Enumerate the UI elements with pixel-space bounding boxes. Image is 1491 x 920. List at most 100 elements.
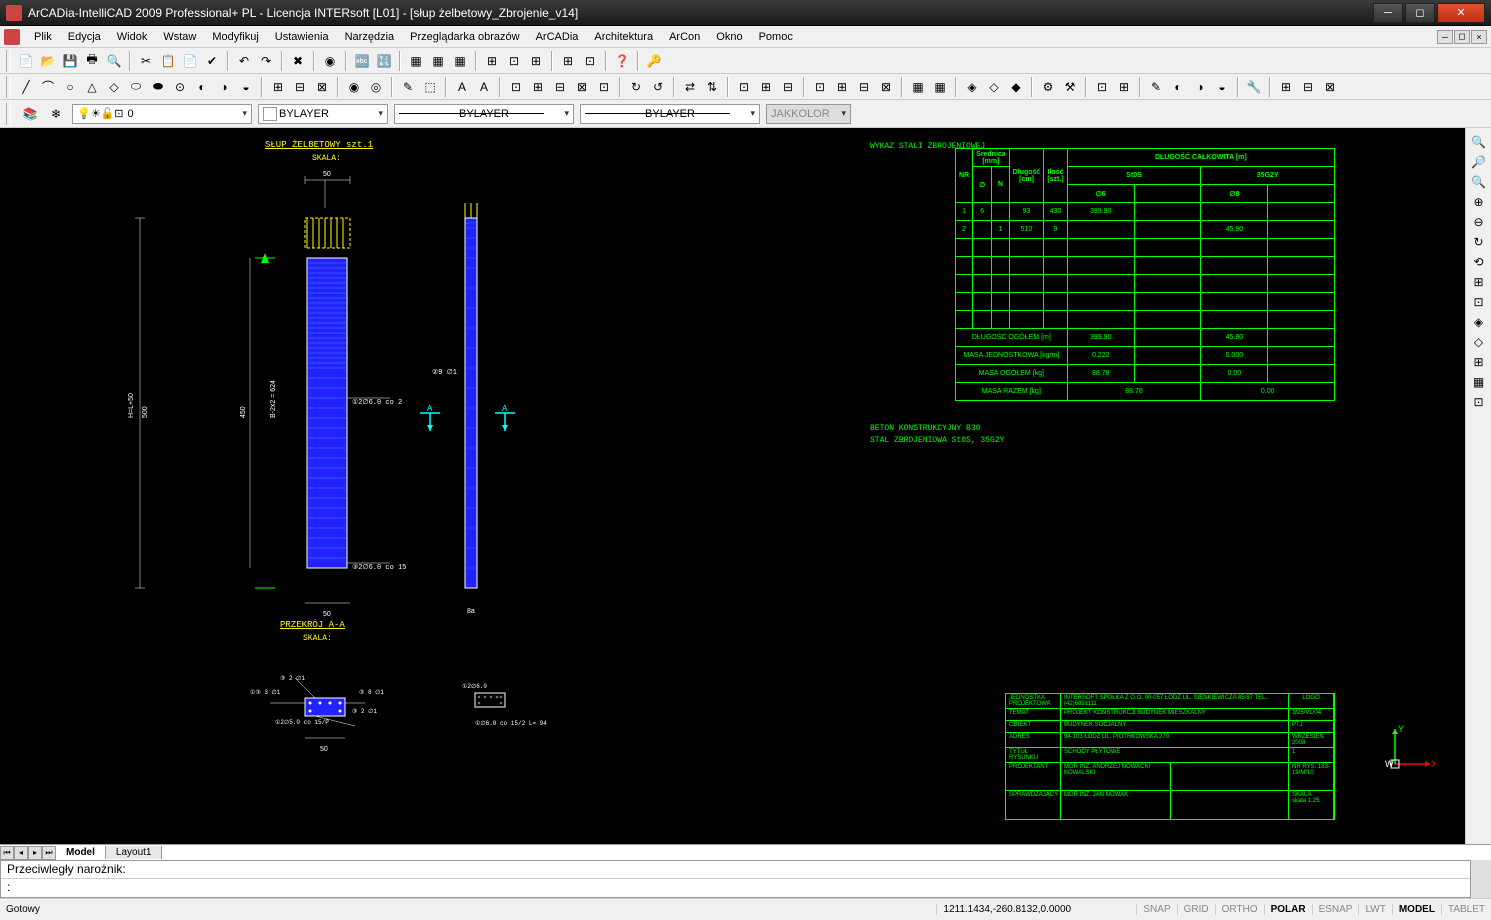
- menu-edycja[interactable]: Edycja: [60, 29, 109, 45]
- right-tb-btn-10[interactable]: ◇: [1469, 332, 1489, 352]
- toolbar-draw-btn-49[interactable]: ◈: [962, 77, 982, 97]
- menu-modyfikuj[interactable]: Modyfikuj: [204, 29, 266, 45]
- toolbar-draw-btn-1[interactable]: ⌒: [38, 77, 58, 97]
- right-tb-btn-11[interactable]: ⊞: [1469, 352, 1489, 372]
- toolbar-std-btn-21[interactable]: ▦: [406, 51, 426, 71]
- toolbar-draw-btn-60[interactable]: ◐: [1168, 77, 1188, 97]
- drawing-canvas[interactable]: SŁUP ŻELBETOWY szt.1 SKALA: 50: [0, 128, 1465, 844]
- toolbar-draw-btn-57[interactable]: ⊞: [1114, 77, 1134, 97]
- toolbar-std-btn-19[interactable]: 🔣: [374, 51, 394, 71]
- status-toggle-model[interactable]: MODEL: [1392, 904, 1441, 915]
- toolbar-draw-btn-3[interactable]: △: [82, 77, 102, 97]
- right-tb-btn-3[interactable]: ⊕: [1469, 192, 1489, 212]
- toolbar-std-btn-32[interactable]: ❓: [612, 51, 632, 71]
- tab-next[interactable]: ▸: [28, 846, 42, 860]
- tab-last[interactable]: ⏭: [42, 846, 56, 860]
- menu-pomoc[interactable]: Pomoc: [751, 29, 801, 45]
- menu-ustawienia[interactable]: Ustawienia: [267, 29, 337, 45]
- right-tb-btn-7[interactable]: ⊞: [1469, 272, 1489, 292]
- toolbar-draw-btn-29[interactable]: ⊡: [594, 77, 614, 97]
- toolbar-draw-btn-67[interactable]: ⊟: [1298, 77, 1318, 97]
- toolbar-draw-btn-32[interactable]: ↺: [648, 77, 668, 97]
- toolbar-std-btn-0[interactable]: 📄: [16, 51, 36, 71]
- toolbar-draw-btn-64[interactable]: 🔧: [1244, 77, 1264, 97]
- toolbar-draw-btn-59[interactable]: ✎: [1146, 77, 1166, 97]
- right-tb-btn-2[interactable]: 🔍: [1469, 172, 1489, 192]
- status-toggle-esnap[interactable]: ESNAP: [1312, 904, 1359, 915]
- right-tb-btn-12[interactable]: ▦: [1469, 372, 1489, 392]
- toolbar-std-btn-6[interactable]: ✂: [136, 51, 156, 71]
- toolbar-std-btn-9[interactable]: ✔: [202, 51, 222, 71]
- toolbar-draw-btn-6[interactable]: ⬬: [148, 77, 168, 97]
- toolbar-std-btn-4[interactable]: 🔍: [104, 51, 124, 71]
- toolbar-draw-btn-47[interactable]: ▦: [930, 77, 950, 97]
- color-dropdown[interactable]: BYLAYER: [258, 104, 388, 124]
- toolbar-draw-btn-66[interactable]: ⊞: [1276, 77, 1296, 97]
- toolbar-std-btn-22[interactable]: ▦: [428, 51, 448, 71]
- toolbar-draw-btn-54[interactable]: ⚒: [1060, 77, 1080, 97]
- minimize-button[interactable]: ─: [1373, 3, 1403, 23]
- toolbar-draw-btn-56[interactable]: ⊡: [1092, 77, 1112, 97]
- menu-wstaw[interactable]: Wstaw: [155, 29, 204, 45]
- toolbar-std-btn-25[interactable]: ⊞: [482, 51, 502, 71]
- tab-first[interactable]: ⏮: [0, 846, 14, 860]
- right-tb-btn-9[interactable]: ◈: [1469, 312, 1489, 332]
- status-toggle-snap[interactable]: SNAP: [1136, 904, 1176, 915]
- toolbar-draw-btn-13[interactable]: ⊟: [290, 77, 310, 97]
- mdi-minimize[interactable]: ─: [1437, 30, 1453, 44]
- toolbar-draw-btn-4[interactable]: ◇: [104, 77, 124, 97]
- right-tb-btn-1[interactable]: 🔎: [1469, 152, 1489, 172]
- toolbar-std-btn-18[interactable]: 🔤: [352, 51, 372, 71]
- toolbar-draw-btn-68[interactable]: ⊠: [1320, 77, 1340, 97]
- menu-okno[interactable]: Okno: [708, 29, 750, 45]
- toolbar-std-btn-12[interactable]: ↷: [256, 51, 276, 71]
- toolbar-draw-btn-9[interactable]: ◑: [214, 77, 234, 97]
- toolbar-std-btn-2[interactable]: 💾: [60, 51, 80, 71]
- right-tb-btn-5[interactable]: ↻: [1469, 232, 1489, 252]
- status-toggle-tablet[interactable]: TABLET: [1441, 904, 1491, 915]
- toolbar-draw-btn-35[interactable]: ⇅: [702, 77, 722, 97]
- status-toggle-ortho[interactable]: ORTHO: [1215, 904, 1264, 915]
- toolbar-draw-btn-28[interactable]: ⊠: [572, 77, 592, 97]
- toolbar-draw-btn-23[interactable]: A: [474, 77, 494, 97]
- layer-freeze-icon[interactable]: ❄: [46, 104, 66, 124]
- toolbar-draw-btn-0[interactable]: ╱: [16, 77, 36, 97]
- tab-model[interactable]: Model: [56, 846, 106, 859]
- toolbar-draw-btn-25[interactable]: ⊡: [506, 77, 526, 97]
- right-tb-btn-13[interactable]: ⊡: [1469, 392, 1489, 412]
- menu-narzędzia[interactable]: Narzędzia: [337, 29, 403, 45]
- toolbar-draw-btn-46[interactable]: ▦: [908, 77, 928, 97]
- toolbar-draw-btn-26[interactable]: ⊞: [528, 77, 548, 97]
- menu-arcon[interactable]: ArCon: [661, 29, 708, 45]
- layer-dropdown[interactable]: 💡☀🔓⊡ 0: [72, 104, 252, 124]
- toolbar-draw-btn-38[interactable]: ⊞: [756, 77, 776, 97]
- menu-architektura[interactable]: Architektura: [586, 29, 661, 45]
- toolbar-draw-btn-12[interactable]: ⊞: [268, 77, 288, 97]
- toolbar-draw-btn-17[interactable]: ◎: [366, 77, 386, 97]
- toolbar-std-btn-8[interactable]: 📄: [180, 51, 200, 71]
- toolbar-draw-btn-37[interactable]: ⊡: [734, 77, 754, 97]
- toolbar-draw-btn-50[interactable]: ◇: [984, 77, 1004, 97]
- toolbar-draw-btn-19[interactable]: ✎: [398, 77, 418, 97]
- tab-layout1[interactable]: Layout1: [106, 846, 163, 859]
- right-tb-btn-4[interactable]: ⊖: [1469, 212, 1489, 232]
- toolbar-draw-btn-22[interactable]: A: [452, 77, 472, 97]
- mdi-close[interactable]: ×: [1471, 30, 1487, 44]
- right-tb-btn-8[interactable]: ⊡: [1469, 292, 1489, 312]
- toolbar-draw-btn-31[interactable]: ↻: [626, 77, 646, 97]
- toolbar-draw-btn-5[interactable]: ⬭: [126, 77, 146, 97]
- toolbar-draw-btn-43[interactable]: ⊟: [854, 77, 874, 97]
- mdi-restore[interactable]: ◻: [1454, 30, 1470, 44]
- toolbar-std-btn-30[interactable]: ⊡: [580, 51, 600, 71]
- toolbar-draw-btn-61[interactable]: ◑: [1190, 77, 1210, 97]
- toolbar-std-btn-11[interactable]: ↶: [234, 51, 254, 71]
- status-toggle-polar[interactable]: POLAR: [1264, 904, 1312, 915]
- status-toggle-grid[interactable]: GRID: [1177, 904, 1215, 915]
- linetype-dropdown[interactable]: BYLAYER: [394, 104, 574, 124]
- toolbar-draw-btn-51[interactable]: ◆: [1006, 77, 1026, 97]
- toolbar-draw-btn-44[interactable]: ⊠: [876, 77, 896, 97]
- toolbar-draw-btn-62[interactable]: ◒: [1212, 77, 1232, 97]
- toolbar-grip[interactable]: [6, 50, 11, 72]
- command-line[interactable]: Przeciwległy narożnik: :: [0, 860, 1471, 898]
- layer-manager-icon[interactable]: 📚: [20, 104, 40, 124]
